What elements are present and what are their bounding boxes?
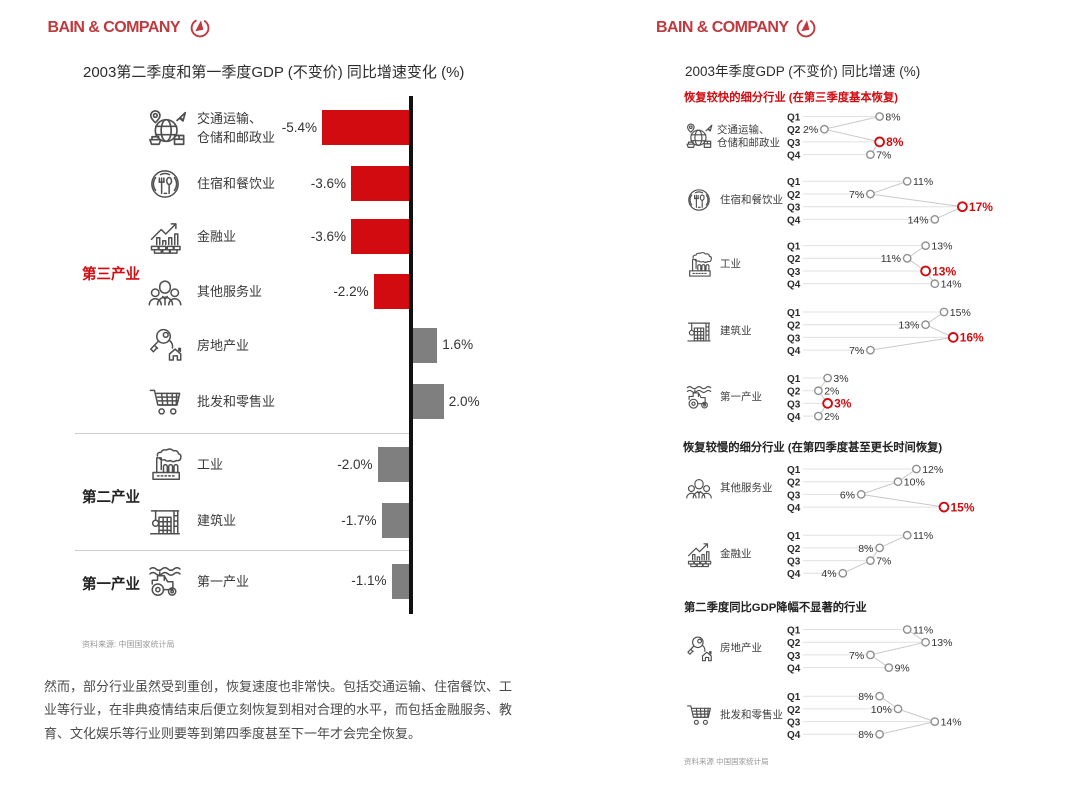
svg-text:6%: 6%	[840, 489, 855, 501]
svg-text:13%: 13%	[932, 264, 956, 278]
svg-text:Q3: Q3	[787, 651, 801, 662]
svg-text:15%: 15%	[951, 500, 975, 514]
svg-text:Q3: Q3	[787, 267, 801, 278]
svg-text:Q4: Q4	[787, 280, 801, 291]
svg-text:Q2: Q2	[787, 190, 801, 201]
svg-text:Q4: Q4	[787, 730, 801, 741]
svg-text:Q1: Q1	[787, 112, 801, 123]
svg-text:2%: 2%	[803, 124, 818, 136]
svg-text:10%: 10%	[871, 704, 892, 716]
svg-text:3%: 3%	[834, 397, 852, 411]
svg-text:14%: 14%	[941, 279, 962, 291]
svg-text:Q3: Q3	[787, 490, 801, 501]
svg-text:7%: 7%	[849, 345, 864, 357]
svg-text:Q4: Q4	[787, 412, 801, 423]
svg-text:13%: 13%	[931, 241, 952, 253]
svg-text:Q1: Q1	[787, 374, 801, 385]
svg-text:Q2: Q2	[787, 705, 801, 716]
svg-text:Q1: Q1	[787, 531, 801, 542]
svg-text:Q2: Q2	[787, 478, 801, 489]
svg-text:Q4: Q4	[787, 503, 801, 514]
svg-text:2%: 2%	[824, 386, 839, 398]
svg-text:Q2: Q2	[787, 321, 801, 332]
svg-text:7%: 7%	[876, 556, 891, 568]
svg-text:4%: 4%	[821, 568, 836, 580]
svg-text:8%: 8%	[858, 691, 873, 703]
svg-text:Q1: Q1	[787, 625, 801, 636]
svg-text:Q1: Q1	[787, 692, 801, 703]
svg-text:8%: 8%	[886, 135, 904, 149]
svg-text:Q3: Q3	[787, 203, 801, 214]
svg-text:2%: 2%	[824, 411, 839, 423]
svg-text:7%: 7%	[876, 150, 891, 162]
svg-text:13%: 13%	[898, 320, 919, 332]
svg-text:11%: 11%	[913, 624, 933, 636]
svg-text:Q2: Q2	[787, 387, 801, 398]
svg-text:7%: 7%	[849, 650, 864, 662]
svg-text:15%: 15%	[950, 307, 971, 319]
svg-text:Q3: Q3	[787, 333, 801, 344]
svg-text:Q3: Q3	[787, 138, 801, 149]
svg-text:9%: 9%	[895, 663, 910, 675]
svg-text:8%: 8%	[858, 543, 873, 555]
svg-text:Q2: Q2	[787, 254, 801, 265]
svg-text:11%: 11%	[913, 176, 933, 188]
svg-text:Q4: Q4	[787, 151, 801, 162]
svg-text:Q1: Q1	[787, 242, 801, 253]
svg-text:17%: 17%	[969, 200, 993, 214]
svg-text:Q4: Q4	[787, 346, 801, 357]
svg-text:14%: 14%	[908, 214, 929, 226]
svg-text:12%: 12%	[922, 464, 943, 476]
svg-text:13%: 13%	[931, 637, 952, 649]
svg-text:11%: 11%	[913, 530, 933, 542]
svg-text:Q3: Q3	[787, 557, 801, 568]
svg-text:Q3: Q3	[787, 718, 801, 729]
svg-text:8%: 8%	[885, 111, 900, 123]
svg-text:Q4: Q4	[787, 664, 801, 675]
svg-text:Q2: Q2	[787, 544, 801, 555]
svg-text:Q3: Q3	[787, 399, 801, 410]
svg-text:Q1: Q1	[787, 177, 801, 188]
svg-text:Q4: Q4	[787, 569, 801, 580]
svg-text:Q1: Q1	[787, 465, 801, 476]
svg-text:Q2: Q2	[787, 638, 801, 649]
svg-text:Q2: Q2	[787, 125, 801, 136]
svg-text:Q4: Q4	[787, 215, 801, 226]
svg-text:10%: 10%	[904, 477, 925, 489]
svg-text:7%: 7%	[849, 189, 864, 201]
svg-text:3%: 3%	[833, 373, 848, 385]
svg-text:14%: 14%	[941, 717, 962, 729]
svg-text:16%: 16%	[960, 331, 984, 345]
svg-text:Q1: Q1	[787, 308, 801, 319]
svg-text:8%: 8%	[858, 729, 873, 741]
svg-text:11%: 11%	[881, 253, 901, 265]
